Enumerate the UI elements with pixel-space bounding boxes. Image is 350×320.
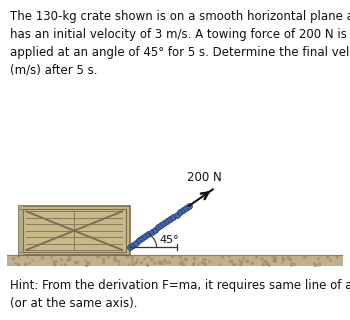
Bar	[23, 209, 126, 252]
Text: 45°: 45°	[159, 235, 179, 245]
Bar	[19, 206, 130, 255]
Bar	[7, 255, 343, 266]
Text: The 130-kg crate shown is on a smooth horizontal plane and
has an initial veloci: The 130-kg crate shown is on a smooth ho…	[10, 10, 350, 76]
Bar	[19, 206, 23, 255]
Text: Hint: From the derivation F=ma, it requires same line of action
(or at the same : Hint: From the derivation F=ma, it requi…	[10, 279, 350, 310]
Text: 200 N: 200 N	[187, 171, 222, 184]
